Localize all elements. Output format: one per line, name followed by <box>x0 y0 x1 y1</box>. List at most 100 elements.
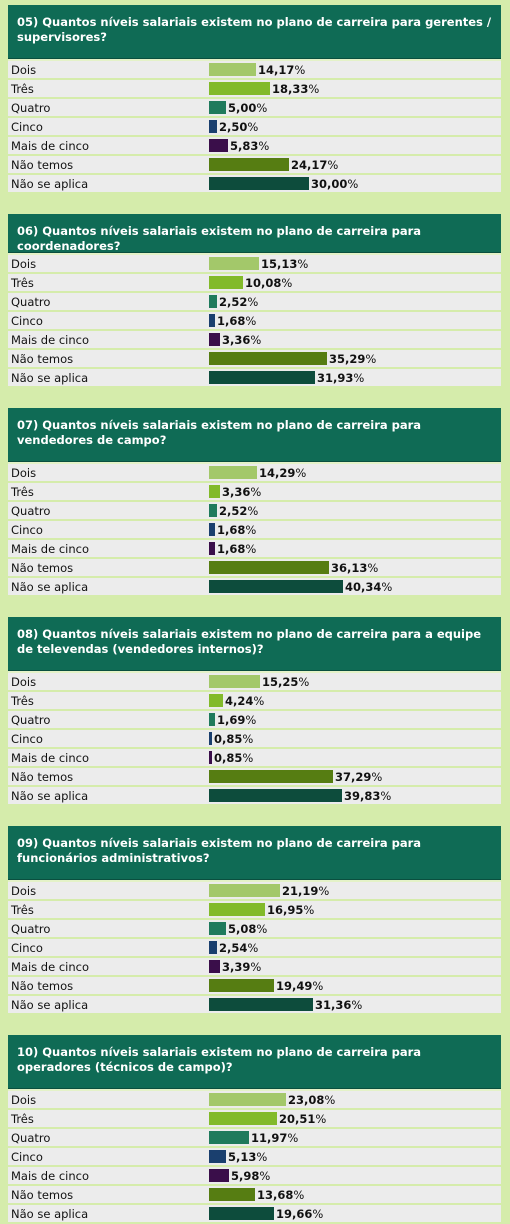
answer-row: Três 20,51% <box>8 1110 501 1129</box>
bar <box>209 466 257 479</box>
value-label: 21,19% <box>282 884 329 898</box>
bar-cell: 14,17% <box>207 61 501 78</box>
answer-label: Não se aplica <box>11 370 89 385</box>
percent-unit: % <box>381 579 393 594</box>
value-label: 0,85% <box>214 732 253 746</box>
answer-row: Cinco 1,68% <box>8 312 501 331</box>
bar-cell: 40,34% <box>207 578 501 595</box>
value-label: 11,97% <box>251 1131 298 1145</box>
answer-row: Não se aplica 40,34% <box>8 578 501 597</box>
bar-cell: 36,13% <box>207 559 501 576</box>
answer-row: Quatro 2,52% <box>8 502 501 521</box>
percent-unit: % <box>294 62 306 77</box>
answer-row: Não temos 19,49% <box>8 977 501 996</box>
answer-row: Cinco 1,68% <box>8 521 501 540</box>
answer-row: Três 10,08% <box>8 274 501 293</box>
percent-unit: % <box>247 940 259 955</box>
answer-label: Mais de cinco <box>11 1168 90 1183</box>
bar-cell: 1,68% <box>207 312 501 329</box>
answer-label: Mais de cinco <box>11 138 90 153</box>
answer-label: Três <box>11 902 34 917</box>
value-number: 40,34 <box>345 579 382 594</box>
percent-unit: % <box>365 351 377 366</box>
answer-label: Quatro <box>11 921 51 936</box>
bar-cell: 21,19% <box>207 882 501 899</box>
bar-cell: 20,51% <box>207 1110 501 1127</box>
answer-label: Dois <box>11 62 37 77</box>
percent-unit: % <box>247 119 259 134</box>
bar <box>209 523 215 536</box>
bar-cell: 1,69% <box>207 711 501 728</box>
answer-label: Dois <box>11 674 37 689</box>
bar <box>209 139 228 152</box>
answer-row: Dois 15,25% <box>8 673 501 692</box>
percent-unit: % <box>259 1168 271 1183</box>
value-number: 30,00 <box>311 176 348 191</box>
bar <box>209 903 265 916</box>
bar <box>209 1093 286 1106</box>
percent-unit: % <box>281 275 293 290</box>
question-block: 06) Quantos níveis salariais existem no … <box>8 214 501 388</box>
answer-label: Não temos <box>11 769 74 784</box>
answer-rows: Dois 14,17% Três 18,33% Quatro 5,00% Cinco 2,50… <box>8 59 501 194</box>
value-number: 36,13 <box>331 560 368 575</box>
bar-cell: 5,08% <box>207 920 501 937</box>
value-label: 2,52% <box>219 504 258 518</box>
bar-cell: 5,98% <box>207 1167 501 1184</box>
answer-label: Quatro <box>11 503 51 518</box>
answer-label: Quatro <box>11 100 51 115</box>
bar-cell: 5,83% <box>207 137 501 154</box>
answer-label: Não se aplica <box>11 997 89 1012</box>
answer-rows: Dois 23,08% Três 20,51% Quatro 11,97% Cinco 5,1… <box>8 1089 501 1224</box>
value-label: 19,66% <box>276 1207 323 1221</box>
value-number: 14,29 <box>259 465 296 480</box>
bar <box>209 1188 255 1201</box>
bar <box>209 158 289 171</box>
value-label: 13,68% <box>257 1188 304 1202</box>
answer-row: Não se aplica 39,83% <box>8 787 501 806</box>
percent-unit: % <box>324 1092 336 1107</box>
value-number: 18,33 <box>272 81 309 96</box>
value-label: 15,13% <box>261 257 308 271</box>
bar <box>209 789 342 802</box>
value-label: 4,24% <box>225 694 264 708</box>
percent-unit: % <box>242 750 254 765</box>
percent-unit: % <box>250 332 262 347</box>
answer-row: Mais de cinco 5,98% <box>8 1167 501 1186</box>
answer-label: Não temos <box>11 1187 74 1202</box>
value-label: 40,34% <box>345 580 392 594</box>
value-number: 2,52 <box>219 503 248 518</box>
bar <box>209 922 226 935</box>
value-number: 0,85 <box>214 750 243 765</box>
percent-unit: % <box>312 1206 324 1221</box>
answer-row: Mais de cinco 5,83% <box>8 137 501 156</box>
bar-cell: 18,33% <box>207 80 501 97</box>
value-number: 21,19 <box>282 883 319 898</box>
block-spacer <box>0 194 510 214</box>
value-label: 3,36% <box>222 333 261 347</box>
answer-row: Três 4,24% <box>8 692 501 711</box>
answer-rows: Dois 14,29% Três 3,36% Quatro 2,52% Cinco 1,68%… <box>8 462 501 597</box>
percent-unit: % <box>250 484 262 499</box>
bar <box>209 82 270 95</box>
answer-label: Não se aplica <box>11 1206 89 1221</box>
value-number: 23,08 <box>288 1092 325 1107</box>
value-number: 5,98 <box>231 1168 260 1183</box>
value-number: 1,68 <box>217 522 246 537</box>
answer-row: Mais de cinco 0,85% <box>8 749 501 768</box>
bar-cell: 14,29% <box>207 464 501 481</box>
percent-unit: % <box>245 313 257 328</box>
value-label: 0,85% <box>214 751 253 765</box>
answer-row: Mais de cinco 3,36% <box>8 331 501 350</box>
answer-label: Dois <box>11 883 37 898</box>
bar-cell: 24,17% <box>207 156 501 173</box>
bar-cell: 1,68% <box>207 521 501 538</box>
value-label: 1,69% <box>217 713 256 727</box>
value-label: 20,51% <box>279 1112 326 1126</box>
bar <box>209 751 212 764</box>
question-block: 09) Quantos níveis salariais existem no … <box>8 826 501 1015</box>
answer-row: Quatro 1,69% <box>8 711 501 730</box>
value-label: 39,83% <box>344 789 391 803</box>
percent-unit: % <box>380 788 392 803</box>
bar-cell: 31,36% <box>207 996 501 1013</box>
